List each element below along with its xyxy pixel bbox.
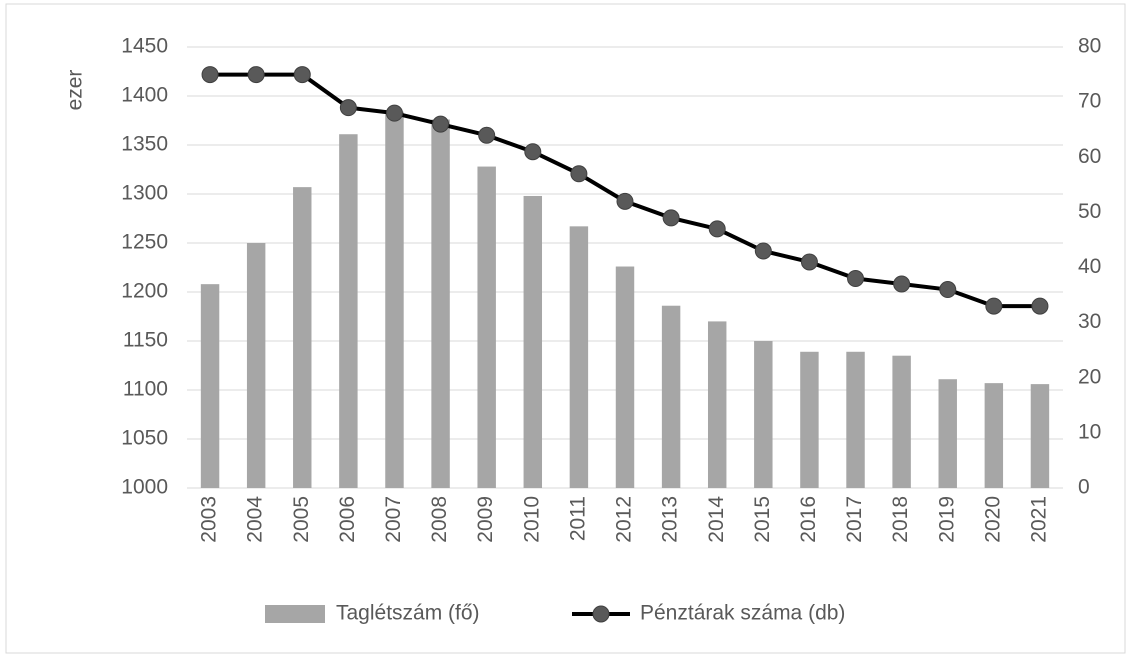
y-tick-label: 1300 <box>121 182 168 205</box>
y-tick-label: 1450 <box>121 35 168 58</box>
bar <box>615 266 635 488</box>
line-marker <box>1031 297 1049 315</box>
x-tick-label: 2011 <box>566 496 589 541</box>
legend-label: Taglétszám (fő) <box>336 602 480 625</box>
x-tick-label: 2007 <box>382 496 405 543</box>
y2-tick-label: 10 <box>1078 420 1101 443</box>
legend-label: Pénztárak száma (db) <box>640 602 845 625</box>
legend-marker <box>592 605 610 623</box>
y-axis-label: ezer <box>64 70 87 111</box>
line-marker <box>247 66 265 84</box>
x-tick-label: 2005 <box>290 496 313 543</box>
line-marker <box>478 126 496 144</box>
bar <box>431 119 450 489</box>
bar <box>754 341 773 488</box>
x-tick-label: 2009 <box>474 496 497 543</box>
y2-tick-label: 70 <box>1078 90 1101 113</box>
chart-border <box>5 3 1126 654</box>
x-tick-label: 2014 <box>705 496 728 543</box>
line-marker <box>293 66 311 84</box>
bar <box>200 284 220 488</box>
y2-tick-label: 50 <box>1078 200 1101 223</box>
bar <box>569 226 589 488</box>
bar <box>707 321 727 488</box>
x-tick-label: 2021 <box>1027 496 1050 543</box>
bar <box>892 355 911 488</box>
x-tick-label: 2004 <box>244 496 267 543</box>
y2-tick-label: 80 <box>1078 35 1101 58</box>
y-tick-label: 1150 <box>123 329 168 352</box>
line-marker <box>708 220 726 238</box>
x-tick-label: 2015 <box>751 496 774 543</box>
y-tick-label: 1350 <box>121 133 168 156</box>
bar <box>477 166 496 488</box>
line-marker <box>893 275 911 293</box>
bar <box>523 195 543 488</box>
y-tick-label: 1000 <box>121 476 168 499</box>
y2-tick-label: 20 <box>1078 365 1101 388</box>
line-marker <box>524 143 542 161</box>
line-marker <box>847 270 865 288</box>
x-tick-label: 2016 <box>797 496 820 543</box>
line-marker <box>754 242 772 260</box>
line-marker <box>432 115 450 133</box>
line-marker <box>339 99 357 117</box>
y-tick-label: 1050 <box>121 427 168 450</box>
x-tick-label: 2017 <box>843 496 866 543</box>
y-tick-label: 1400 <box>121 84 168 107</box>
line-marker <box>800 253 818 271</box>
y-tick-label: 1100 <box>123 378 168 401</box>
x-tick-label: 2008 <box>428 496 451 543</box>
x-tick-label: 2018 <box>889 496 912 543</box>
bar <box>385 111 404 489</box>
bar <box>661 305 681 488</box>
y2-tick-label: 60 <box>1078 145 1101 168</box>
line-marker <box>570 165 588 183</box>
bar <box>846 351 865 488</box>
bar <box>938 379 957 488</box>
x-tick-label: 2019 <box>935 496 958 543</box>
x-tick-label: 2012 <box>613 496 636 543</box>
bar <box>293 187 312 488</box>
x-tick-label: 2010 <box>520 496 543 543</box>
bar <box>339 134 358 488</box>
x-tick-label: 2020 <box>981 496 1004 543</box>
x-tick-label: 2013 <box>659 496 682 543</box>
y2-tick-label: 0 <box>1078 476 1090 499</box>
bar <box>246 243 266 488</box>
bar <box>800 351 819 488</box>
legend-swatch <box>265 605 325 623</box>
y2-tick-label: 30 <box>1078 310 1101 333</box>
line-marker <box>385 104 403 122</box>
y2-tick-label: 40 <box>1078 255 1101 278</box>
line-marker <box>939 281 957 299</box>
line-marker <box>616 192 634 210</box>
bar <box>984 383 1004 488</box>
bar <box>1030 384 1050 488</box>
line-marker <box>201 66 219 84</box>
line-marker <box>662 209 680 227</box>
line-marker <box>985 297 1003 315</box>
y-tick-label: 1200 <box>121 280 168 303</box>
x-tick-label: 2006 <box>336 496 359 543</box>
x-tick-label: 2003 <box>198 496 221 543</box>
y-tick-label: 1250 <box>121 231 168 254</box>
